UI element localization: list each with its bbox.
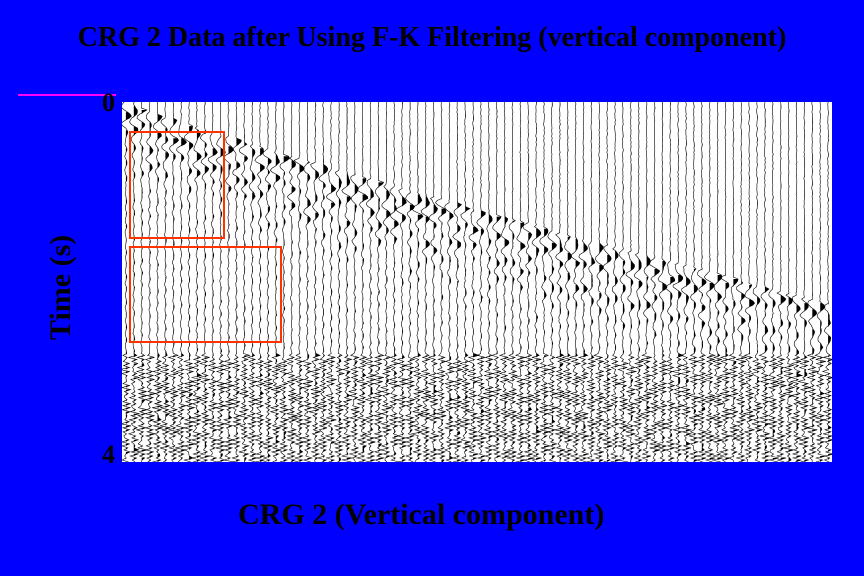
seismic-plot bbox=[122, 102, 832, 462]
trace-line bbox=[783, 102, 794, 462]
trace-fill bbox=[284, 102, 290, 462]
trace-line bbox=[318, 102, 329, 462]
trace-fill bbox=[481, 104, 487, 462]
trace-line bbox=[506, 102, 517, 462]
trace-line bbox=[539, 102, 550, 462]
trace-fill bbox=[505, 108, 510, 462]
trace-fill bbox=[544, 104, 550, 462]
trace-line bbox=[823, 102, 832, 462]
trace-line bbox=[617, 102, 628, 462]
trace-line bbox=[467, 102, 479, 462]
trace-line bbox=[381, 102, 392, 462]
trace-line bbox=[294, 102, 304, 462]
trace-line bbox=[475, 102, 487, 462]
trace-line bbox=[349, 102, 360, 462]
trace-line bbox=[634, 102, 644, 462]
trace-line bbox=[515, 102, 525, 462]
trace-line bbox=[404, 102, 415, 462]
trace-line bbox=[666, 102, 675, 462]
trace-line bbox=[798, 102, 811, 462]
trace-line bbox=[657, 102, 668, 462]
y-axis-label: Time (s) bbox=[44, 235, 78, 340]
trace-fill bbox=[781, 104, 787, 462]
trace-line bbox=[334, 102, 344, 462]
trace-fill bbox=[363, 102, 368, 462]
trace-fill bbox=[765, 102, 770, 462]
trace-fill bbox=[662, 102, 667, 462]
trace-line bbox=[483, 102, 493, 462]
trace-fill bbox=[812, 106, 818, 458]
trace-line bbox=[712, 102, 724, 462]
trace-line bbox=[436, 102, 447, 462]
trace-fill bbox=[442, 108, 447, 462]
trace-fill bbox=[497, 110, 502, 462]
trace-line bbox=[460, 102, 472, 462]
trace-fill bbox=[647, 104, 653, 462]
trace-fill bbox=[623, 108, 628, 462]
trace-fill bbox=[489, 102, 494, 460]
trace-fill bbox=[394, 104, 399, 462]
trace-fill bbox=[797, 104, 803, 462]
slide-title: CRG 2 Data after Using F-K Filtering (ve… bbox=[0, 22, 864, 54]
x-axis-label: CRG 2 (Vertical component) bbox=[238, 498, 604, 532]
trace-fill bbox=[300, 102, 305, 462]
trace-line bbox=[365, 102, 376, 462]
trace-line bbox=[743, 102, 755, 462]
y-tick-0: 0 bbox=[85, 88, 115, 118]
trace-line bbox=[397, 102, 407, 462]
trace-fill bbox=[576, 104, 581, 462]
trace-line bbox=[641, 102, 653, 462]
trace-fill bbox=[702, 106, 706, 462]
highlight-box-0 bbox=[129, 131, 225, 239]
trace-line bbox=[498, 102, 509, 462]
trace-fill bbox=[607, 102, 613, 462]
trace-line bbox=[420, 102, 431, 462]
trace-fill bbox=[741, 104, 746, 462]
trace-fill bbox=[615, 104, 620, 462]
y-tick-1: 4 bbox=[85, 440, 115, 470]
trace-line bbox=[791, 102, 802, 462]
trace-line bbox=[570, 102, 581, 462]
trace-fill bbox=[473, 102, 479, 460]
trace-fill bbox=[639, 104, 644, 462]
trace-line bbox=[555, 102, 565, 462]
trace-line bbox=[429, 102, 440, 462]
trace-line bbox=[562, 102, 573, 462]
highlight-box-1 bbox=[129, 246, 282, 343]
trace-line bbox=[720, 102, 732, 462]
trace-fill bbox=[339, 104, 344, 462]
trace-fill bbox=[718, 102, 724, 462]
trace-line bbox=[412, 102, 424, 462]
trace-fill bbox=[749, 108, 755, 458]
slide-root: CRG 2 Data after Using F-K Filtering (ve… bbox=[0, 0, 864, 576]
trace-fill bbox=[323, 102, 328, 462]
trace-fill bbox=[804, 102, 810, 462]
trace-line bbox=[373, 102, 384, 462]
trace-fill bbox=[820, 104, 826, 462]
trace-fill bbox=[560, 102, 565, 462]
trace-fill bbox=[520, 102, 525, 462]
trace-line bbox=[492, 102, 501, 462]
trace-fill bbox=[434, 104, 440, 462]
trace-fill bbox=[465, 106, 471, 462]
trace-line bbox=[326, 102, 337, 462]
